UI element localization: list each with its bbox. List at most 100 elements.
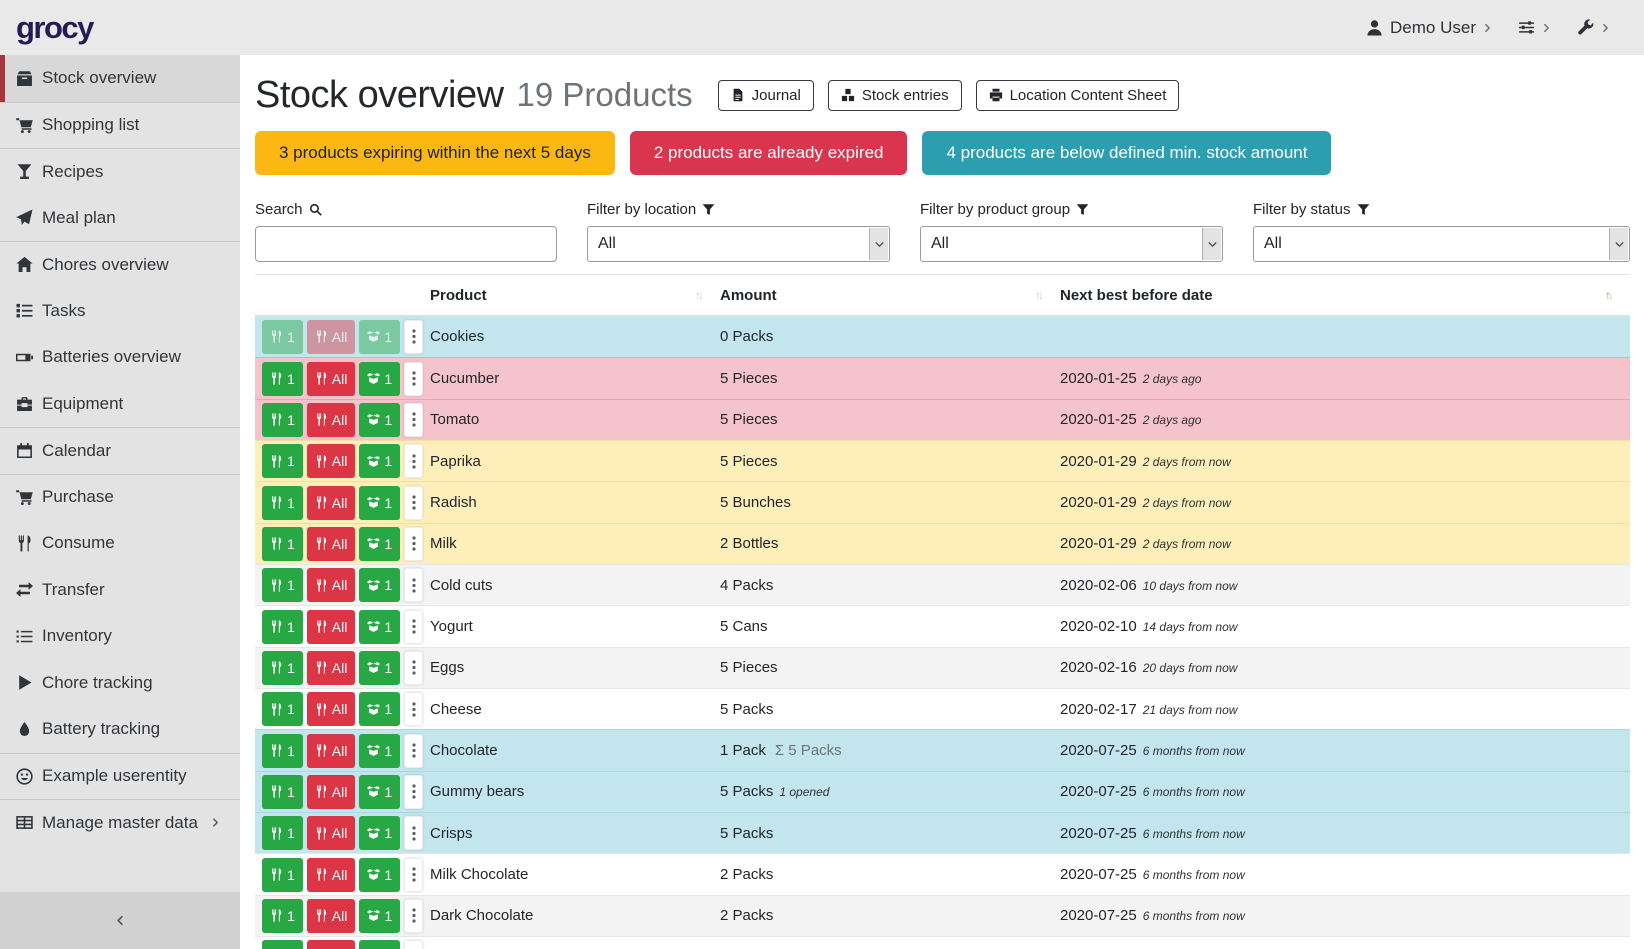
consume-one-button[interactable]: 1 xyxy=(262,733,303,768)
more-actions-button[interactable] xyxy=(404,526,424,561)
more-actions-button[interactable] xyxy=(404,444,424,479)
consume-all-button[interactable]: All xyxy=(306,940,356,949)
consume-one-button[interactable]: 1 xyxy=(262,692,303,727)
open-one-button[interactable]: 1 xyxy=(359,816,401,851)
more-actions-button[interactable] xyxy=(404,402,424,437)
open-one-button[interactable]: 1 xyxy=(359,774,401,809)
open-one-button[interactable]: 1 xyxy=(359,361,401,396)
more-actions-button[interactable] xyxy=(404,940,424,949)
consume-one-button[interactable]: 1 xyxy=(262,650,303,685)
consume-one-button[interactable]: 1 xyxy=(262,898,303,933)
search-input[interactable] xyxy=(255,226,557,262)
consume-one-button[interactable]: 1 xyxy=(262,940,303,949)
column-header-product[interactable]: Product ↑↓ xyxy=(430,286,704,304)
sidebar-item-recipes[interactable]: Recipes xyxy=(0,148,240,195)
ellipsis-v-icon xyxy=(412,908,416,924)
expired-banner[interactable]: 2 products are already expired xyxy=(629,131,908,175)
app-logo[interactable]: grocy xyxy=(16,9,94,45)
sidebar-item-transfer[interactable]: Transfer xyxy=(0,567,240,614)
status-select[interactable]: All xyxy=(1253,226,1630,262)
journal-button[interactable]: Journal xyxy=(717,79,814,111)
consume-all-button[interactable]: All xyxy=(306,444,356,479)
below-min-stock-banner[interactable]: 4 products are below defined min. stock … xyxy=(922,131,1332,175)
consume-all-button[interactable]: All xyxy=(306,816,356,851)
open-one-button[interactable]: 1 xyxy=(359,857,401,892)
consume-one-button[interactable]: 1 xyxy=(262,774,303,809)
product-group-select[interactable]: All xyxy=(920,226,1223,262)
sidebar-item-equipment[interactable]: Equipment xyxy=(0,381,240,428)
sidebar-item-chore-tracking[interactable]: Chore tracking xyxy=(0,660,240,707)
more-actions-button[interactable] xyxy=(404,898,424,933)
more-actions-button[interactable] xyxy=(404,568,424,603)
open-one-button[interactable]: 1 xyxy=(359,650,401,685)
more-actions-button[interactable] xyxy=(404,609,424,644)
open-one-button[interactable]: 1 xyxy=(359,898,401,933)
sidebar-item-batteries-overview[interactable]: Batteries overview xyxy=(0,334,240,381)
sidebar-item-inventory[interactable]: Inventory xyxy=(0,613,240,660)
more-actions-button[interactable] xyxy=(404,774,424,809)
consume-one-button[interactable]: 1 xyxy=(262,361,303,396)
location-content-sheet-button[interactable]: Location Content Sheet xyxy=(975,79,1180,111)
sidebar-collapse-button[interactable] xyxy=(0,892,240,949)
settings-menu[interactable] xyxy=(1518,19,1551,36)
expiring-soon-banner[interactable]: 3 products expiring within the next 5 da… xyxy=(255,131,615,175)
consume-all-button[interactable]: All xyxy=(306,568,356,603)
open-one-button[interactable]: 1 xyxy=(359,733,401,768)
column-header-amount[interactable]: Amount ↑↓ xyxy=(720,286,1044,304)
consume-one-button[interactable]: 1 xyxy=(262,444,303,479)
consume-all-button[interactable]: All xyxy=(306,402,356,437)
open-one-button[interactable]: 1 xyxy=(359,692,401,727)
consume-all-button[interactable]: All xyxy=(306,898,356,933)
consume-all-button[interactable]: All xyxy=(306,526,356,561)
sidebar-item-chores-overview[interactable]: Chores overview xyxy=(0,241,240,288)
more-actions-button[interactable] xyxy=(404,692,424,727)
sidebar-item-manage-master-data[interactable]: Manage master data xyxy=(0,799,240,846)
sidebar-item-shopping-list[interactable]: Shopping list xyxy=(0,101,240,149)
sidebar-item-battery-tracking[interactable]: Battery tracking xyxy=(0,706,240,753)
sidebar-item-tasks[interactable]: Tasks xyxy=(0,288,240,335)
sidebar-item-stock-overview[interactable]: Stock overview xyxy=(0,55,240,102)
open-one-button[interactable]: 1 xyxy=(359,485,401,520)
consume-all-button[interactable]: All xyxy=(306,857,356,892)
sidebar-item-consume[interactable]: Consume xyxy=(0,520,240,567)
open-one-button[interactable]: 1 xyxy=(359,526,401,561)
open-one-button[interactable]: 1 xyxy=(359,568,401,603)
consume-all-button[interactable]: All xyxy=(306,361,356,396)
stock-entries-button[interactable]: Stock entries xyxy=(827,79,962,111)
consume-one-button[interactable]: 1 xyxy=(262,319,303,354)
consume-one-button[interactable]: 1 xyxy=(262,609,303,644)
open-one-button[interactable]: 1 xyxy=(359,319,401,354)
consume-one-button[interactable]: 1 xyxy=(262,568,303,603)
column-header-next-best-before-date[interactable]: Next best before date ↑↓ xyxy=(1060,286,1614,304)
consume-all-button[interactable]: All xyxy=(306,692,356,727)
more-actions-button[interactable] xyxy=(404,361,424,396)
consume-all-button[interactable]: All xyxy=(306,319,356,354)
user-menu[interactable]: Demo User xyxy=(1366,18,1492,38)
open-one-button[interactable]: 1 xyxy=(359,444,401,479)
consume-one-button[interactable]: 1 xyxy=(262,526,303,561)
sidebar-item-purchase[interactable]: Purchase xyxy=(0,473,240,521)
consume-one-button[interactable]: 1 xyxy=(262,816,303,851)
sidebar-item-meal-plan[interactable]: Meal plan xyxy=(0,195,240,242)
more-actions-button[interactable] xyxy=(404,733,424,768)
open-one-button[interactable]: 1 xyxy=(359,402,401,437)
consume-one-button[interactable]: 1 xyxy=(262,857,303,892)
consume-one-button[interactable]: 1 xyxy=(262,402,303,437)
consume-one-button[interactable]: 1 xyxy=(262,485,303,520)
more-actions-button[interactable] xyxy=(404,816,424,851)
location-select[interactable]: All xyxy=(587,226,890,262)
more-actions-button[interactable] xyxy=(404,857,424,892)
more-actions-button[interactable] xyxy=(404,485,424,520)
sidebar-item-calendar[interactable]: Calendar xyxy=(0,427,240,474)
admin-menu[interactable] xyxy=(1577,19,1610,36)
more-actions-button[interactable] xyxy=(404,319,424,354)
consume-all-button[interactable]: All xyxy=(306,733,356,768)
open-one-button[interactable]: 1 xyxy=(359,609,401,644)
consume-all-button[interactable]: All xyxy=(306,485,356,520)
consume-all-button[interactable]: All xyxy=(306,609,356,644)
consume-all-button[interactable]: All xyxy=(306,774,356,809)
open-one-button[interactable]: 1 xyxy=(359,940,401,949)
sidebar-item-example-userentity[interactable]: Example userentity xyxy=(0,752,240,800)
consume-all-button[interactable]: All xyxy=(306,650,356,685)
more-actions-button[interactable] xyxy=(404,650,424,685)
